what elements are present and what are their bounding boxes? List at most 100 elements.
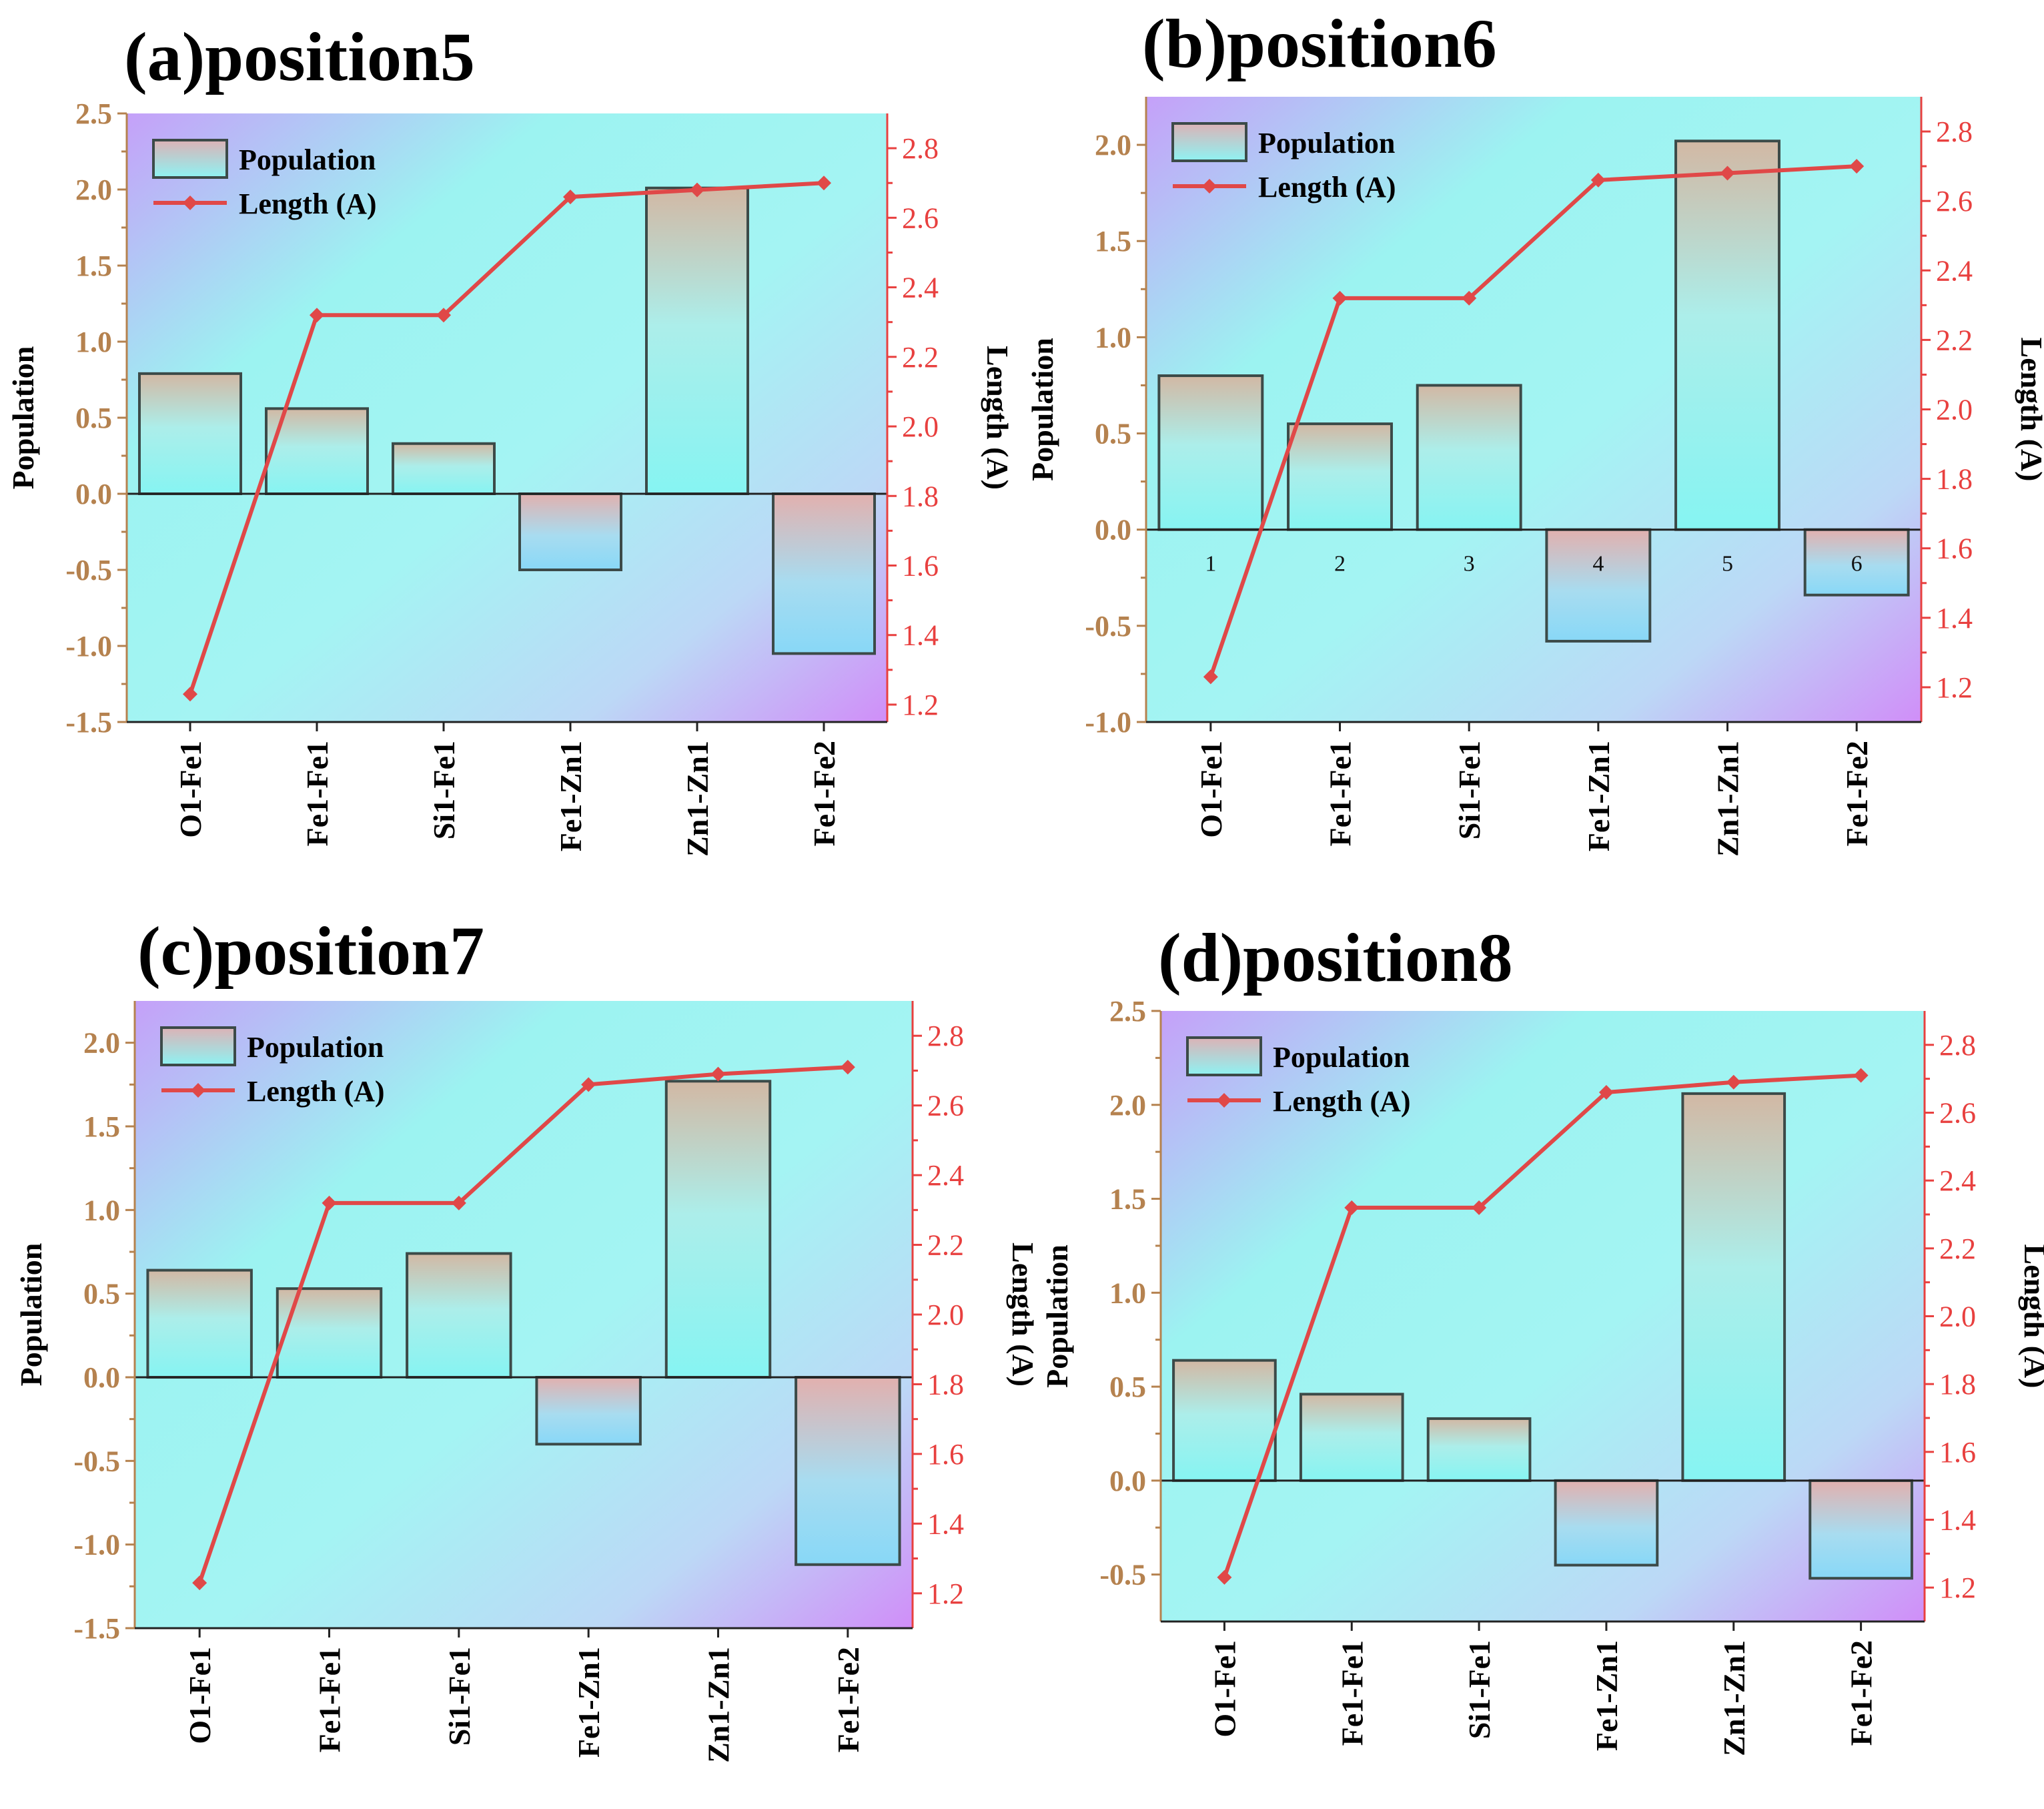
population-bar	[535, 1376, 642, 1446]
chart-panel-d: (d)position8 -0.5 0.0 0.5 1.0 1.5 2.0 2.5 Popula…	[1040, 920, 2044, 1756]
length-marker	[710, 1066, 726, 1082]
category-label: Zn1-Zn1	[680, 741, 714, 857]
left-axis-tick-label: 0.5	[1109, 1371, 1146, 1403]
right-axis-tick-label: 1.4	[1936, 602, 1973, 635]
right-axis-tick-label: 1.4	[902, 619, 939, 652]
right-axis-tick-label: 2.2	[1936, 324, 1973, 356]
left-axis-tick-label: 0.5	[75, 402, 112, 434]
panel-title: (c)position7	[137, 913, 484, 990]
left-axis-tick-label: -1.0	[65, 630, 112, 663]
left-axis-tick-label: -0.5	[65, 554, 112, 587]
category-label: Fe1-Fe2	[807, 741, 841, 846]
right-axis-tick-label: 2.6	[1936, 185, 1973, 218]
population-bar	[664, 1080, 772, 1379]
category-label: Fe1-Fe2	[1840, 741, 1874, 846]
left-axis-tick-label: 1.5	[75, 250, 112, 282]
left-axis-tick-label: 1.0	[83, 1194, 120, 1226]
plot-background	[1146, 97, 1921, 722]
right-axis-title: Length (A)	[1006, 1242, 1040, 1387]
right-axis-tick-label: 2.8	[927, 1020, 964, 1052]
legend-bar-swatch	[160, 1026, 236, 1066]
left-axis-tick-label: 2.5	[75, 97, 112, 130]
legend-label-length: Length (A)	[239, 188, 377, 220]
length-marker	[581, 1077, 596, 1092]
population-bar	[1172, 1359, 1277, 1482]
left-axis-tick-label: 0.0	[1095, 514, 1131, 547]
category-label: O1-Fe1	[173, 741, 207, 838]
right-axis-tick-label: 2.4	[927, 1159, 964, 1192]
left-axis-tick-label: 1.0	[75, 326, 112, 358]
length-marker	[1203, 669, 1218, 685]
right-axis-tick-label: 1.6	[1939, 1436, 1976, 1469]
plot-background	[1161, 1011, 1925, 1621]
left-axis-tick-label: 2.0	[1095, 129, 1131, 161]
right-axis-tick-label: 2.6	[927, 1090, 964, 1122]
legend-label-length: Length (A)	[1273, 1085, 1411, 1118]
population-bar	[276, 1287, 383, 1379]
length-marker	[1598, 1085, 1614, 1100]
population-bar	[1287, 422, 1393, 531]
left-axis-tick-label: 0.0	[83, 1361, 120, 1394]
legend-line-marker	[1217, 1093, 1231, 1108]
left-axis-title: Population	[6, 346, 40, 490]
length-marker	[1853, 1068, 1869, 1083]
population-bar	[645, 186, 749, 495]
left-axis-tick-label: 0.5	[1095, 418, 1131, 450]
legend-line-marker	[183, 196, 197, 210]
category-label: Fe1-Fe1	[1335, 1640, 1369, 1746]
right-axis-tick-label: 1.2	[902, 689, 939, 721]
length-marker	[1726, 1074, 1741, 1090]
right-axis-tick-label: 1.8	[927, 1368, 964, 1401]
category-label: Zn1-Zn1	[702, 1647, 736, 1763]
right-axis-tick-label: 1.6	[927, 1438, 964, 1471]
length-marker	[563, 190, 578, 205]
length-line	[197, 1065, 848, 1584]
left-axis-tick-label: 1.0	[1109, 1277, 1146, 1309]
plot-background	[135, 1001, 913, 1628]
population-bar	[406, 1252, 512, 1379]
left-axis-tick-label: 0.0	[75, 478, 112, 510]
right-axis-tick-label: 1.8	[902, 480, 939, 512]
legend-bar-swatch	[1186, 1036, 1262, 1076]
population-bar	[1545, 528, 1652, 643]
category-label: Fe1-Fe1	[1324, 741, 1358, 846]
legend-bar-swatch	[152, 139, 228, 179]
population-bar	[772, 492, 876, 655]
left-axis-title: Population	[1040, 1244, 1074, 1388]
category-label: Fe1-Zn1	[554, 741, 588, 851]
category-label: Si1-Fe1	[427, 741, 461, 839]
right-axis-tick-label: 2.4	[902, 272, 939, 304]
population-bar	[795, 1376, 901, 1566]
bar-index-label: 5	[1722, 552, 1733, 577]
category-label: Fe1-Fe1	[313, 1647, 347, 1752]
category-label: Zn1-Zn1	[1711, 741, 1745, 857]
legend-label-length: Length (A)	[1258, 171, 1396, 204]
panel-title: (a)position5	[124, 19, 475, 95]
population-bar	[265, 407, 369, 496]
left-axis-tick-label: 1.0	[1095, 321, 1131, 354]
left-axis-tick-label: -1.5	[65, 706, 112, 739]
legend-label-population: Population	[247, 1031, 384, 1064]
chart-panel-b: (b)position6 1 2 3 4 5 6 -1.0 -0.5 0.0 0.5 1.0 1.5 2.…	[1025, 5, 2044, 857]
right-axis-tick-label: 1.4	[1939, 1504, 1976, 1537]
legend-line-marker	[191, 1083, 205, 1098]
bar-index-label: 3	[1464, 552, 1475, 577]
right-axis-title: Length (A)	[2015, 338, 2044, 482]
category-label: O1-Fe1	[1194, 741, 1228, 838]
length-line	[1222, 1073, 1861, 1578]
length-marker	[1590, 172, 1606, 188]
right-axis-tick-label: 2.8	[902, 132, 939, 165]
length-line	[188, 181, 825, 695]
legend-line-marker	[1202, 179, 1217, 194]
population-bar	[138, 372, 242, 495]
left-axis-title: Population	[1025, 338, 1059, 481]
bar-index-label: 1	[1205, 552, 1216, 577]
category-label: Si1-Fe1	[1452, 741, 1486, 839]
length-marker	[817, 175, 831, 191]
population-bar	[1809, 1479, 1913, 1580]
length-marker	[690, 182, 704, 198]
left-axis-tick-label: 2.0	[83, 1027, 120, 1060]
length-marker	[183, 687, 197, 702]
